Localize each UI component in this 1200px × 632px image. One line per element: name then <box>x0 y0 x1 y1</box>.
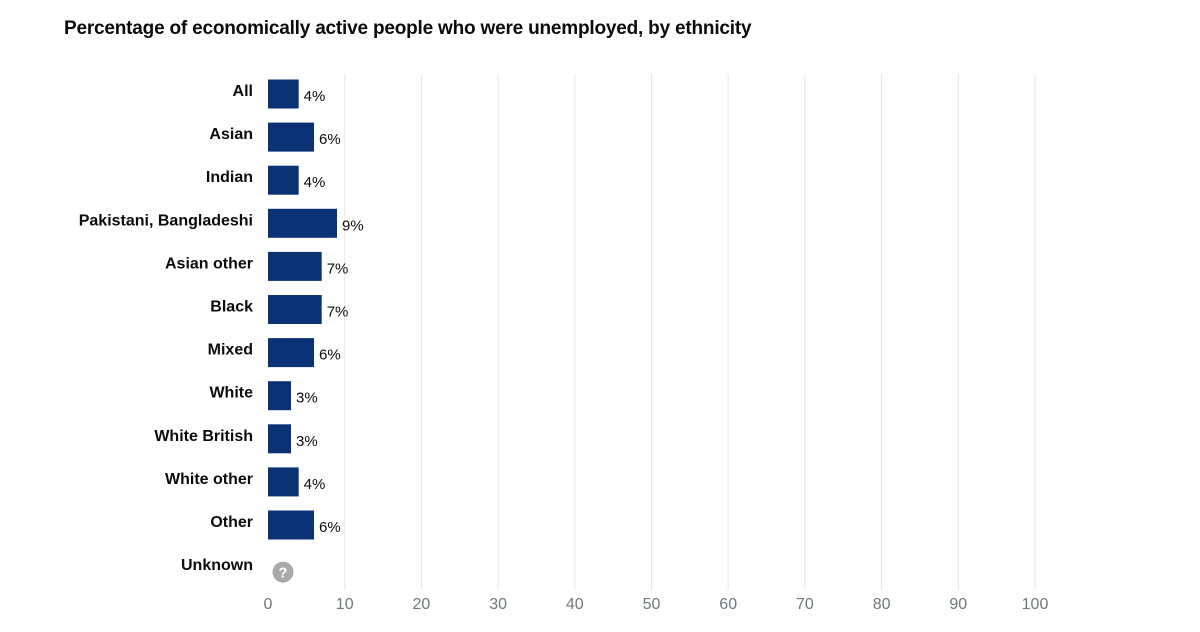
bar <box>268 295 322 324</box>
bar <box>268 165 299 195</box>
category-label: Asian <box>209 126 253 143</box>
bar <box>268 381 292 411</box>
category-label: Unknown <box>181 557 253 574</box>
bar <box>268 79 299 109</box>
missing-data-icon: ? <box>272 561 294 583</box>
category-label: Indian <box>206 169 253 186</box>
category-label: White other <box>165 471 253 488</box>
category-label: Asian other <box>165 255 253 272</box>
bar <box>268 122 315 152</box>
category-label: All <box>233 83 253 100</box>
category-label: White <box>209 385 253 402</box>
x-tick-label: 100 <box>1022 596 1049 613</box>
x-axis-ticks: 0 10 20 30 40 50 60 70 80 90 100 <box>264 596 1049 613</box>
x-tick-label: 70 <box>796 596 814 613</box>
x-tick-label: 50 <box>643 596 661 613</box>
x-tick-label: 60 <box>719 596 737 613</box>
category-label: Pakistani, Bangladeshi <box>79 212 253 229</box>
value-label: 4% <box>304 476 326 493</box>
value-label: 7% <box>327 304 349 321</box>
value-label: 6% <box>319 131 341 148</box>
bar <box>268 467 299 497</box>
category-label: White British <box>154 428 253 445</box>
bar <box>268 251 322 281</box>
category-labels: All Asian Indian Pakistani, Bangladeshi Asia… <box>79 83 253 574</box>
value-label: 4% <box>304 174 326 191</box>
value-labels: 4% 6% 4% 9% 7% 7% 6% 3% 3% 4% 6% <box>296 88 364 536</box>
bar <box>268 424 292 454</box>
value-label: 6% <box>319 519 341 536</box>
gridlines <box>344 74 1036 590</box>
x-tick-label: 0 <box>264 596 273 613</box>
value-label: 9% <box>342 217 364 234</box>
value-label: 7% <box>327 260 349 277</box>
chart-title: Percentage of economically active people… <box>64 18 752 39</box>
category-label: Other <box>210 514 253 531</box>
category-label: Mixed <box>208 342 253 359</box>
value-label: 4% <box>304 88 326 105</box>
bar <box>268 338 315 368</box>
value-label: 6% <box>319 347 341 364</box>
svg-text:?: ? <box>278 565 287 582</box>
x-tick-label: 40 <box>566 596 584 613</box>
x-tick-label: 80 <box>873 596 891 613</box>
value-label: 3% <box>296 433 318 450</box>
bars: ? <box>268 79 338 583</box>
bar <box>268 510 315 540</box>
x-tick-label: 10 <box>336 596 354 613</box>
category-label: Black <box>210 299 253 316</box>
value-label: 3% <box>296 390 318 407</box>
x-tick-label: 20 <box>413 596 431 613</box>
bar <box>268 208 338 238</box>
x-tick-label: 90 <box>949 596 967 613</box>
x-tick-label: 30 <box>489 596 507 613</box>
